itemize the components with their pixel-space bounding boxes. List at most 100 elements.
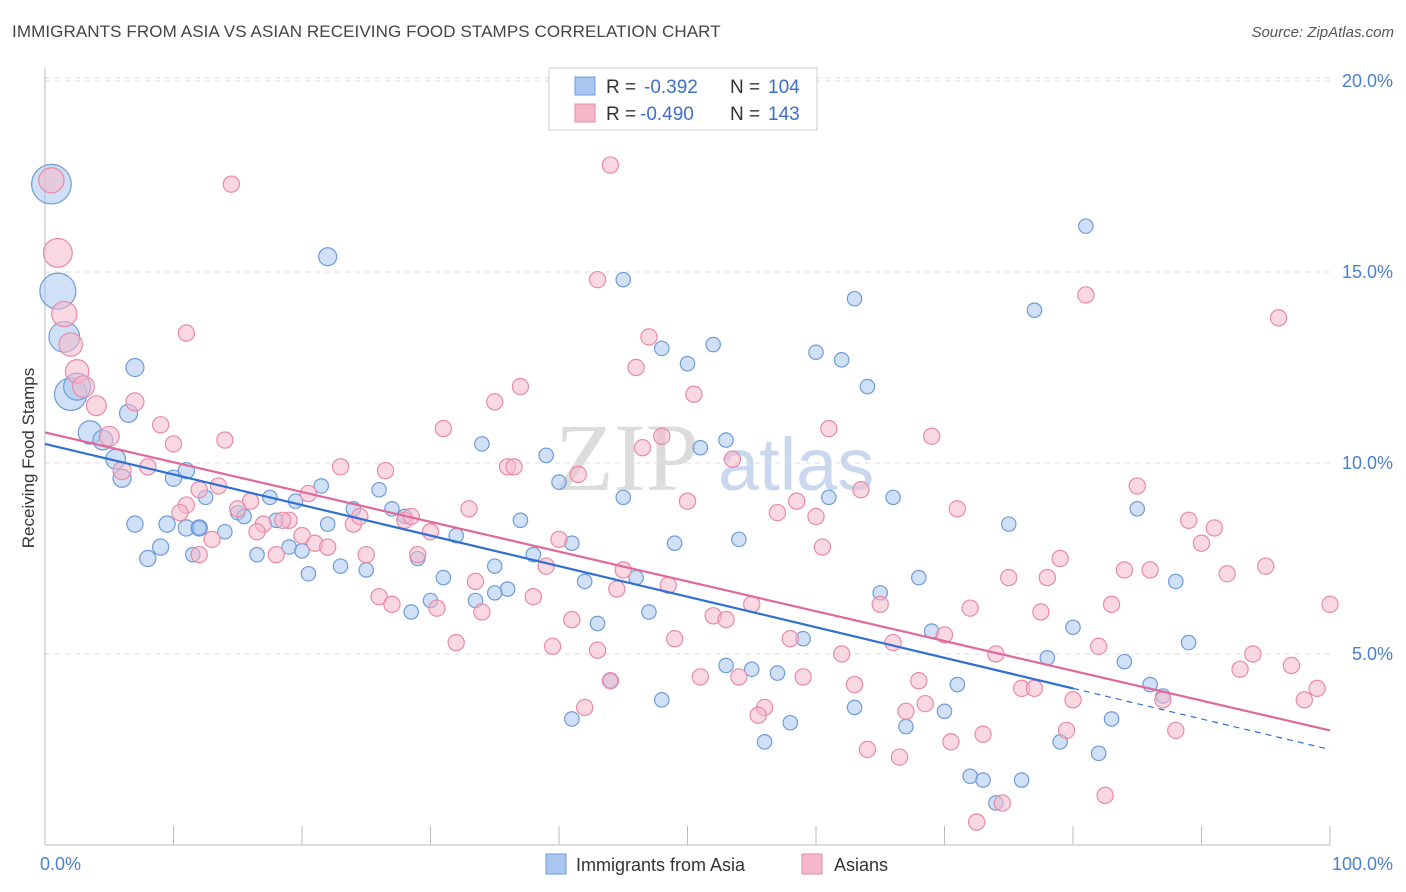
data-point (435, 569, 452, 586)
data-point (1269, 309, 1288, 327)
data-point (1179, 511, 1198, 530)
data-point (601, 672, 620, 690)
y-tick-label: 10.0% (1342, 453, 1393, 473)
data-point (974, 725, 992, 743)
data-point (466, 572, 485, 591)
stats-legend: R = -0.392 N = 104 R = -0.490 N = 143 (548, 67, 818, 131)
data-point (627, 358, 645, 377)
data-point (383, 595, 401, 614)
y-axis-title: Receiving Food Stamps (19, 368, 38, 548)
series-asians (38, 156, 1339, 831)
stats-r-label-pink: R = (606, 104, 636, 125)
chart-title: IMMIGRANTS FROM ASIA VS ASIAN RECEIVING … (12, 22, 721, 41)
data-point (434, 419, 453, 438)
stats-legend-swatch-pink (574, 103, 596, 123)
data-point (370, 588, 388, 606)
data-point (139, 549, 157, 568)
data-point (678, 492, 697, 510)
data-point (640, 328, 658, 346)
data-point (679, 355, 696, 372)
data-point (164, 435, 183, 453)
data-point (358, 562, 375, 578)
data-point (961, 599, 979, 617)
data-point (486, 558, 503, 574)
data-point (685, 385, 703, 403)
y-tick-label: 5.0% (1352, 644, 1393, 664)
data-point (608, 580, 626, 598)
data-point (331, 458, 350, 476)
data-point (1167, 721, 1185, 740)
bottom-legend: Immigrants from Asia Asians (545, 853, 888, 875)
data-point (692, 439, 709, 456)
stats-legend-swatch-blue (574, 76, 596, 96)
data-point (807, 507, 825, 526)
data-point (885, 489, 901, 506)
stats-r-value-blue: -0.392 (644, 77, 698, 98)
data-point (42, 237, 73, 268)
data-point (1168, 573, 1184, 590)
data-point (1192, 534, 1211, 552)
data-point (718, 657, 734, 674)
data-point (962, 768, 978, 785)
data-point (293, 526, 311, 545)
data-point (884, 633, 902, 652)
data-point (936, 703, 953, 720)
data-point (447, 633, 465, 652)
data-point (820, 419, 838, 438)
trend-line-immigrants-from-asia (44, 442, 1074, 690)
trend-line-asians (44, 431, 1331, 732)
data-point (318, 247, 338, 267)
data-point (371, 481, 387, 498)
data-point (653, 427, 671, 445)
data-point (576, 573, 593, 590)
data-point (858, 740, 877, 759)
data-point (190, 481, 208, 499)
data-point (191, 520, 207, 536)
data-point (1116, 653, 1133, 670)
data-point (1026, 302, 1043, 318)
data-point (1051, 549, 1069, 568)
data-point (474, 436, 490, 452)
data-point (852, 481, 870, 499)
data-point (1057, 721, 1076, 740)
data-point (730, 668, 748, 686)
data-point (615, 489, 632, 506)
data-point (723, 450, 742, 468)
data-point (98, 425, 120, 447)
data-point (58, 332, 83, 357)
data-point (1128, 477, 1146, 495)
data-point (975, 772, 991, 788)
data-point (949, 676, 966, 693)
data-point (1090, 745, 1107, 762)
data-point (833, 352, 850, 368)
data-point (1077, 286, 1095, 304)
data-point (589, 615, 606, 632)
data-point (666, 535, 683, 552)
data-point (1096, 786, 1114, 805)
data-point (846, 290, 863, 307)
data-point (249, 546, 265, 563)
data-point (217, 523, 233, 540)
data-point (576, 698, 594, 717)
data-point (1129, 501, 1146, 517)
y-tick-label: 15.0% (1342, 262, 1393, 282)
data-point (1102, 595, 1121, 614)
data-point (563, 610, 581, 629)
data-point (551, 474, 567, 490)
data-point (1089, 637, 1108, 656)
data-point (332, 558, 349, 574)
data-point (749, 706, 767, 724)
stats-n-label-pink: N = (730, 104, 760, 125)
data-point (499, 581, 516, 597)
data-point (705, 336, 721, 353)
data-point (821, 489, 837, 506)
bottom-legend-swatch-blue (545, 853, 567, 875)
data-point (1000, 568, 1018, 587)
data-point (967, 813, 986, 831)
data-point (126, 515, 144, 533)
data-point (588, 641, 607, 659)
source-label: Source: ZipAtlas.com (1251, 24, 1394, 41)
data-point (1103, 711, 1120, 727)
bottom-legend-label-pink: Asians (834, 855, 888, 875)
